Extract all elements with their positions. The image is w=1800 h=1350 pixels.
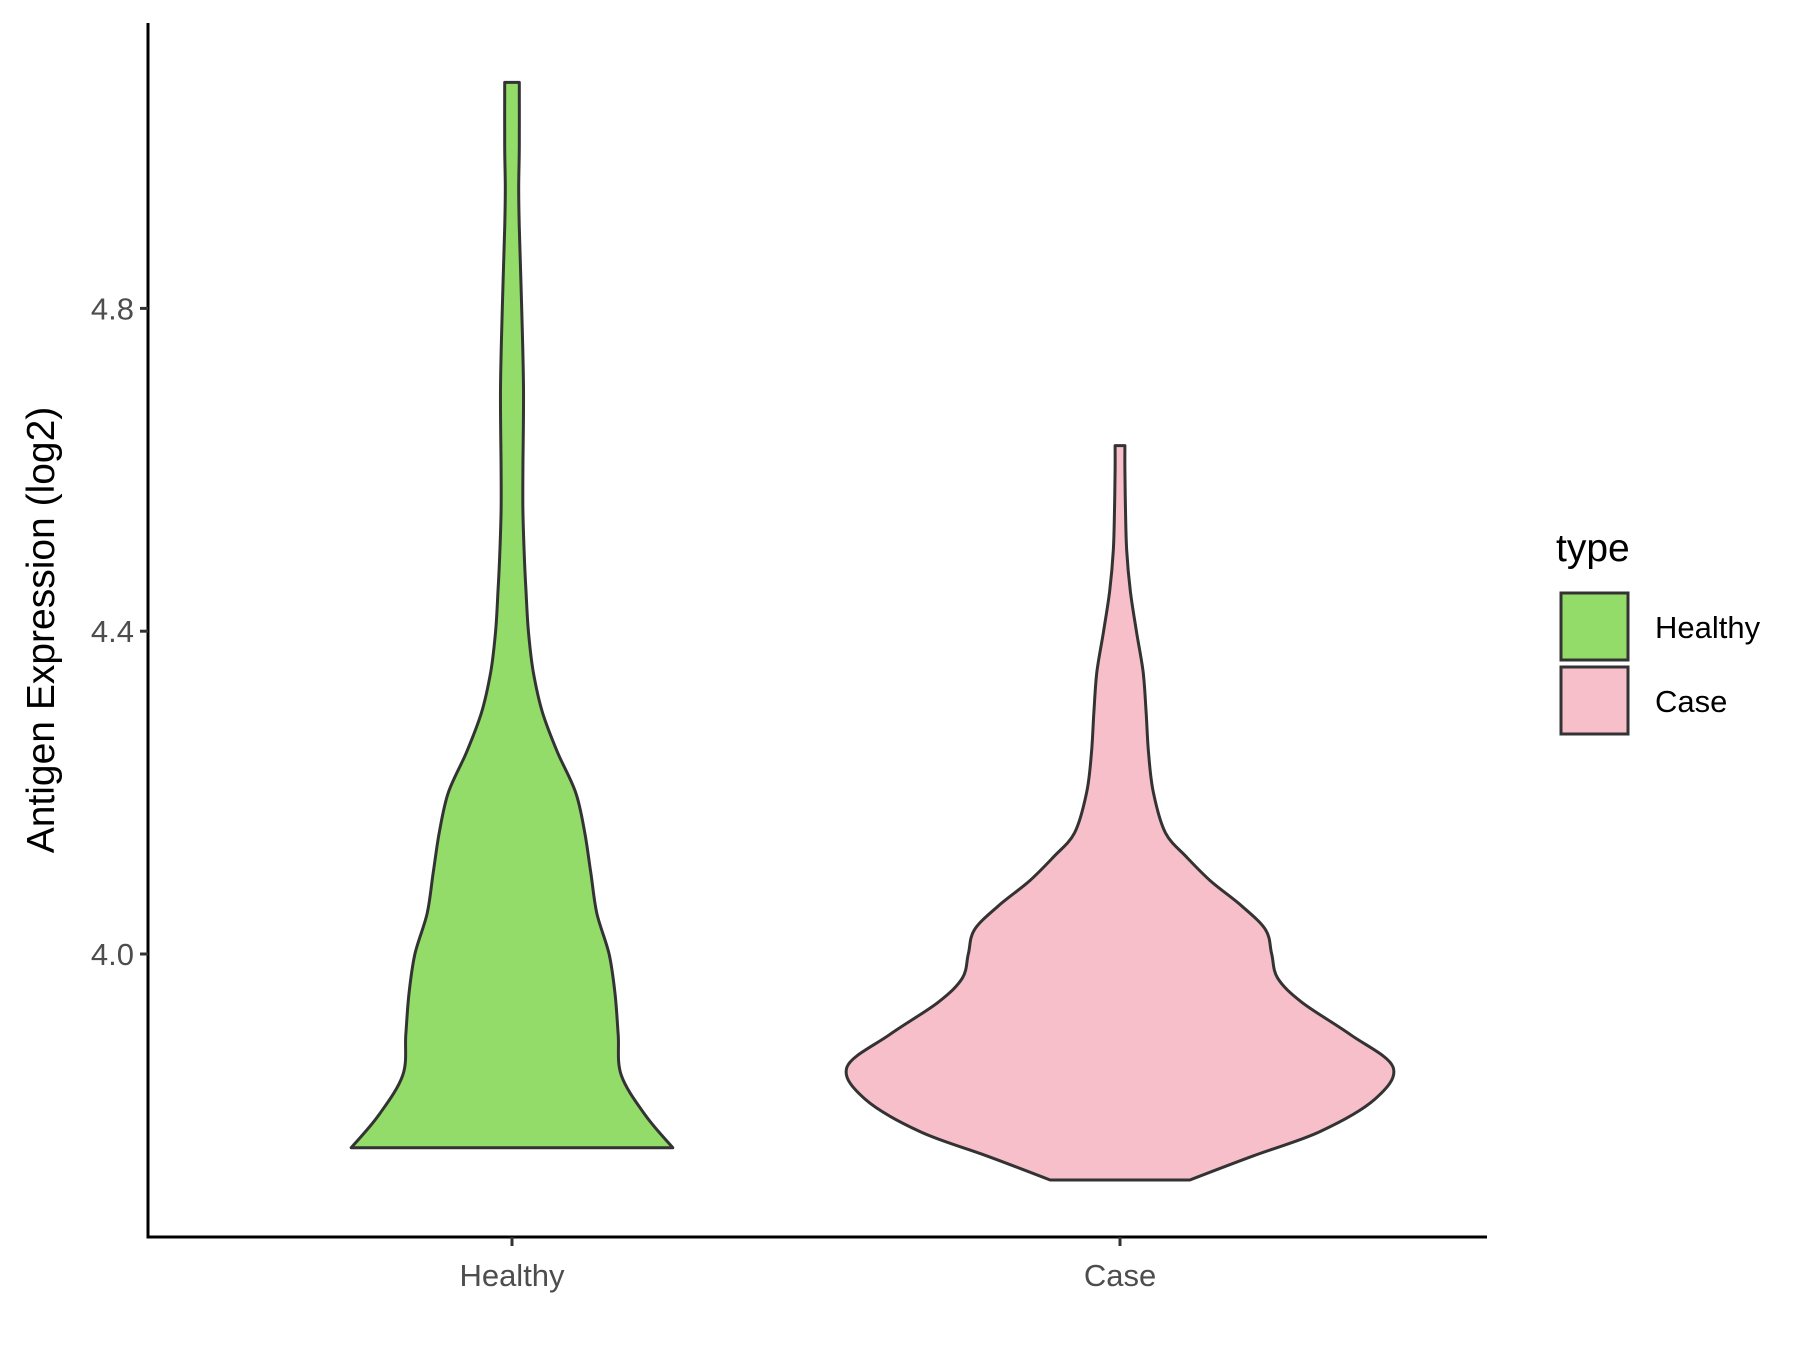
violin-case bbox=[844, 444, 1396, 1182]
legend-label: Healthy bbox=[1655, 610, 1761, 645]
violin-layer bbox=[349, 80, 1396, 1182]
legend-label: Case bbox=[1655, 684, 1727, 719]
legend-title: type bbox=[1556, 527, 1630, 570]
y-tick-label: 4.8 bbox=[91, 291, 134, 326]
x-tick-label: Healthy bbox=[459, 1258, 565, 1293]
legend-key-case bbox=[1559, 665, 1630, 736]
y-axis-title: Antigen Expression (log2) bbox=[20, 407, 63, 854]
violin-healthy bbox=[349, 80, 675, 1150]
x-tick-label: Case bbox=[1084, 1258, 1156, 1293]
y-ticks: 4.0 4.4 4.8 bbox=[91, 291, 148, 972]
legend: type Healthy Case bbox=[1556, 527, 1761, 736]
legend-entries: Healthy Case bbox=[1559, 591, 1761, 736]
y-tick-label: 4.0 bbox=[91, 937, 134, 972]
x-ticks: Healthy Case bbox=[459, 1237, 1156, 1293]
y-tick-label: 4.4 bbox=[91, 614, 134, 649]
legend-key-healthy bbox=[1559, 591, 1630, 662]
